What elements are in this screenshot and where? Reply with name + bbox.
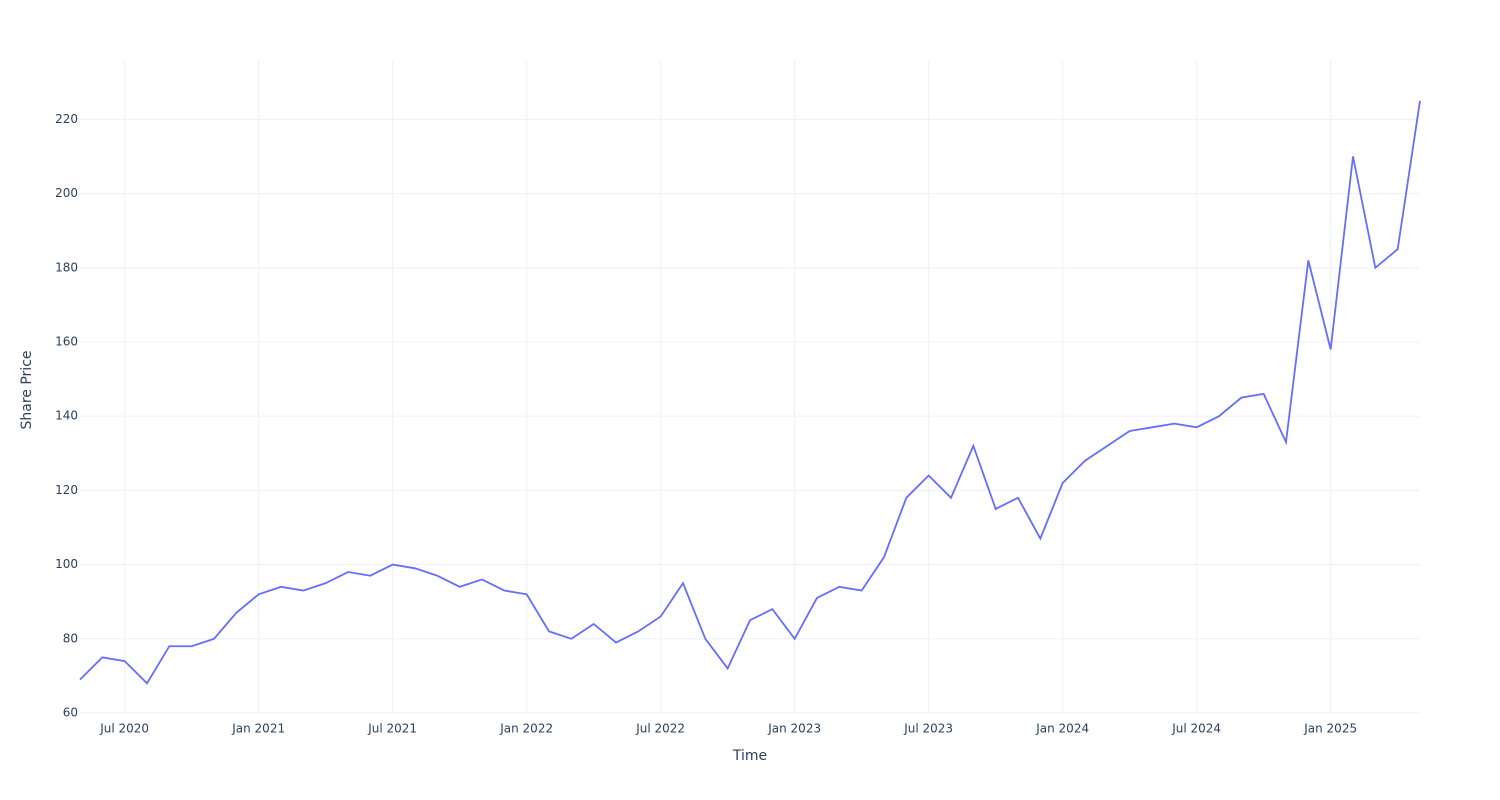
x-tick-label: Jul 2021 xyxy=(367,722,417,736)
x-tick-label: Jan 2021 xyxy=(231,722,285,736)
x-tick-label: Jan 2023 xyxy=(767,722,821,736)
x-tick-label: Jan 2025 xyxy=(1303,722,1357,736)
x-tick-label: Jan 2022 xyxy=(499,722,553,736)
x-tick-label: Jul 2022 xyxy=(635,722,685,736)
y-tick-label: 160 xyxy=(55,334,78,348)
y-tick-label: 140 xyxy=(55,409,78,423)
y-tick-label: 180 xyxy=(55,260,78,274)
x-tick-label: Jul 2020 xyxy=(99,722,149,736)
y-tick-label: 220 xyxy=(55,112,78,126)
y-tick-label: 80 xyxy=(63,631,78,645)
x-tick-label: Jul 2024 xyxy=(1171,722,1221,736)
y-tick-label: 120 xyxy=(55,483,78,497)
y-tick-label: 100 xyxy=(55,557,78,571)
y-tick-label: 200 xyxy=(55,186,78,200)
x-tick-label: Jan 2024 xyxy=(1035,722,1089,736)
x-axis-title: Time xyxy=(732,748,767,764)
x-tick-label: Jul 2023 xyxy=(903,722,953,736)
price-line xyxy=(79,100,1421,685)
y-axis-title: Share Price xyxy=(19,350,35,429)
y-tick-label: 60 xyxy=(63,706,78,720)
